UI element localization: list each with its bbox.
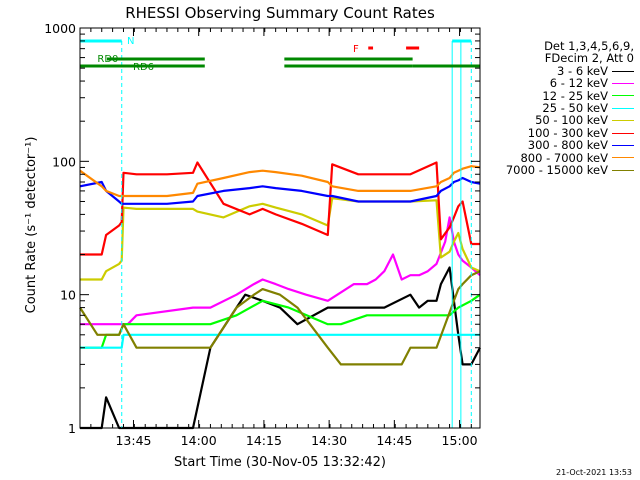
legend-item: 3 - 6 keV [474, 63, 634, 78]
legend-item: 800 - 7000 keV [474, 150, 634, 165]
legend-item-label: 300 - 800 keV [527, 138, 608, 153]
axis-layer: 13:45 14:00 14:15 14:30 14:45 15:00 1 10 100 1000 [44, 21, 480, 448]
series-line-6 [79, 176, 481, 205]
x-tick-label-2: 14:15 [246, 433, 282, 448]
legend: Det 1,3,4,5,6,9, FDecim 2, Att 0 3 - 6 ke… [474, 40, 634, 176]
x-tick-label-4: 14:45 [376, 433, 412, 448]
series-line-2 [80, 293, 481, 349]
legend-item-label: 7000 - 15000 keV [505, 163, 608, 178]
legend-swatch [612, 82, 634, 84]
legend-header-line: FDecim 2, Att 0 [544, 51, 634, 66]
y-tick-label-1: 10 [60, 288, 76, 303]
y-tick-label-3: 1000 [44, 21, 76, 36]
legend-item: 300 - 800 keV [474, 138, 634, 153]
legend-header-line: Det 1,3,4,5,6,9, [544, 39, 634, 53]
legend-item: 7000 - 15000 keV [474, 164, 634, 176]
series-line-8 [79, 270, 481, 366]
legend-swatch [612, 144, 634, 146]
series-line-3 [80, 333, 480, 349]
legend-header: Det 1,3,4,5,6,9, FDecim 2, Att 0 [474, 40, 634, 65]
x-tick-label-3: 14:30 [311, 433, 347, 448]
plot-frame [79, 27, 481, 429]
legend-item-label: 800 - 7000 keV [520, 150, 608, 165]
annotation-n: N [127, 36, 134, 47]
x-axis-label: Start Time (30-Nov-05 13:32:42) [174, 455, 386, 470]
legend-item-label: 12 - 25 keV [542, 88, 608, 103]
annotation-rd6: RD6 [133, 62, 154, 73]
x-tick-label-0: 13:45 [115, 433, 151, 448]
legend-swatch [612, 107, 634, 109]
chart-title: RHESSI Observing Summary Count Rates [125, 4, 435, 22]
x-tick-label-1: 14:00 [181, 433, 217, 448]
series-line-1 [80, 216, 481, 326]
legend-swatch [612, 157, 634, 159]
y-tick-label-0: 1 [68, 421, 76, 436]
annotation-layer: N RD0 RD6 F [80, 36, 480, 428]
legend-item: 25 - 50 keV [474, 102, 634, 114]
legend-item-label: 100 - 300 keV [527, 125, 608, 140]
y-tick-label-2: 100 [52, 154, 76, 169]
series-line-4 [80, 197, 481, 281]
series-layer [79, 161, 481, 430]
legend-swatch [612, 70, 634, 72]
legend-item: 50 - 100 keV [474, 113, 634, 128]
annotation-rd0: RD0 [97, 54, 118, 65]
legend-swatch [612, 132, 634, 134]
legend-item: 6 - 12 keV [474, 76, 634, 91]
y-axis-label: Count Rate (s⁻¹ detector⁻¹) [24, 137, 39, 314]
legend-item-label: 6 - 12 keV [549, 76, 608, 91]
legend-item: 100 - 300 keV [474, 125, 634, 140]
timestamp: 21-Oct-2021 13:53 [556, 468, 632, 477]
legend-item-label: 25 - 50 keV [542, 101, 608, 116]
legend-item: 12 - 25 keV [474, 88, 634, 103]
legend-item-label: 50 - 100 keV [535, 113, 608, 128]
annotation-flare: F [353, 44, 359, 55]
legend-swatch [612, 95, 634, 97]
legend-swatch [612, 120, 634, 122]
x-tick-label-5: 15:00 [442, 433, 478, 448]
legend-swatch [612, 169, 634, 171]
legend-rows: 3 - 6 keV 6 - 12 keV 12 - 25 keV 25 - 50 ke… [474, 63, 634, 176]
legend-item-label: 3 - 6 keV [557, 63, 608, 78]
